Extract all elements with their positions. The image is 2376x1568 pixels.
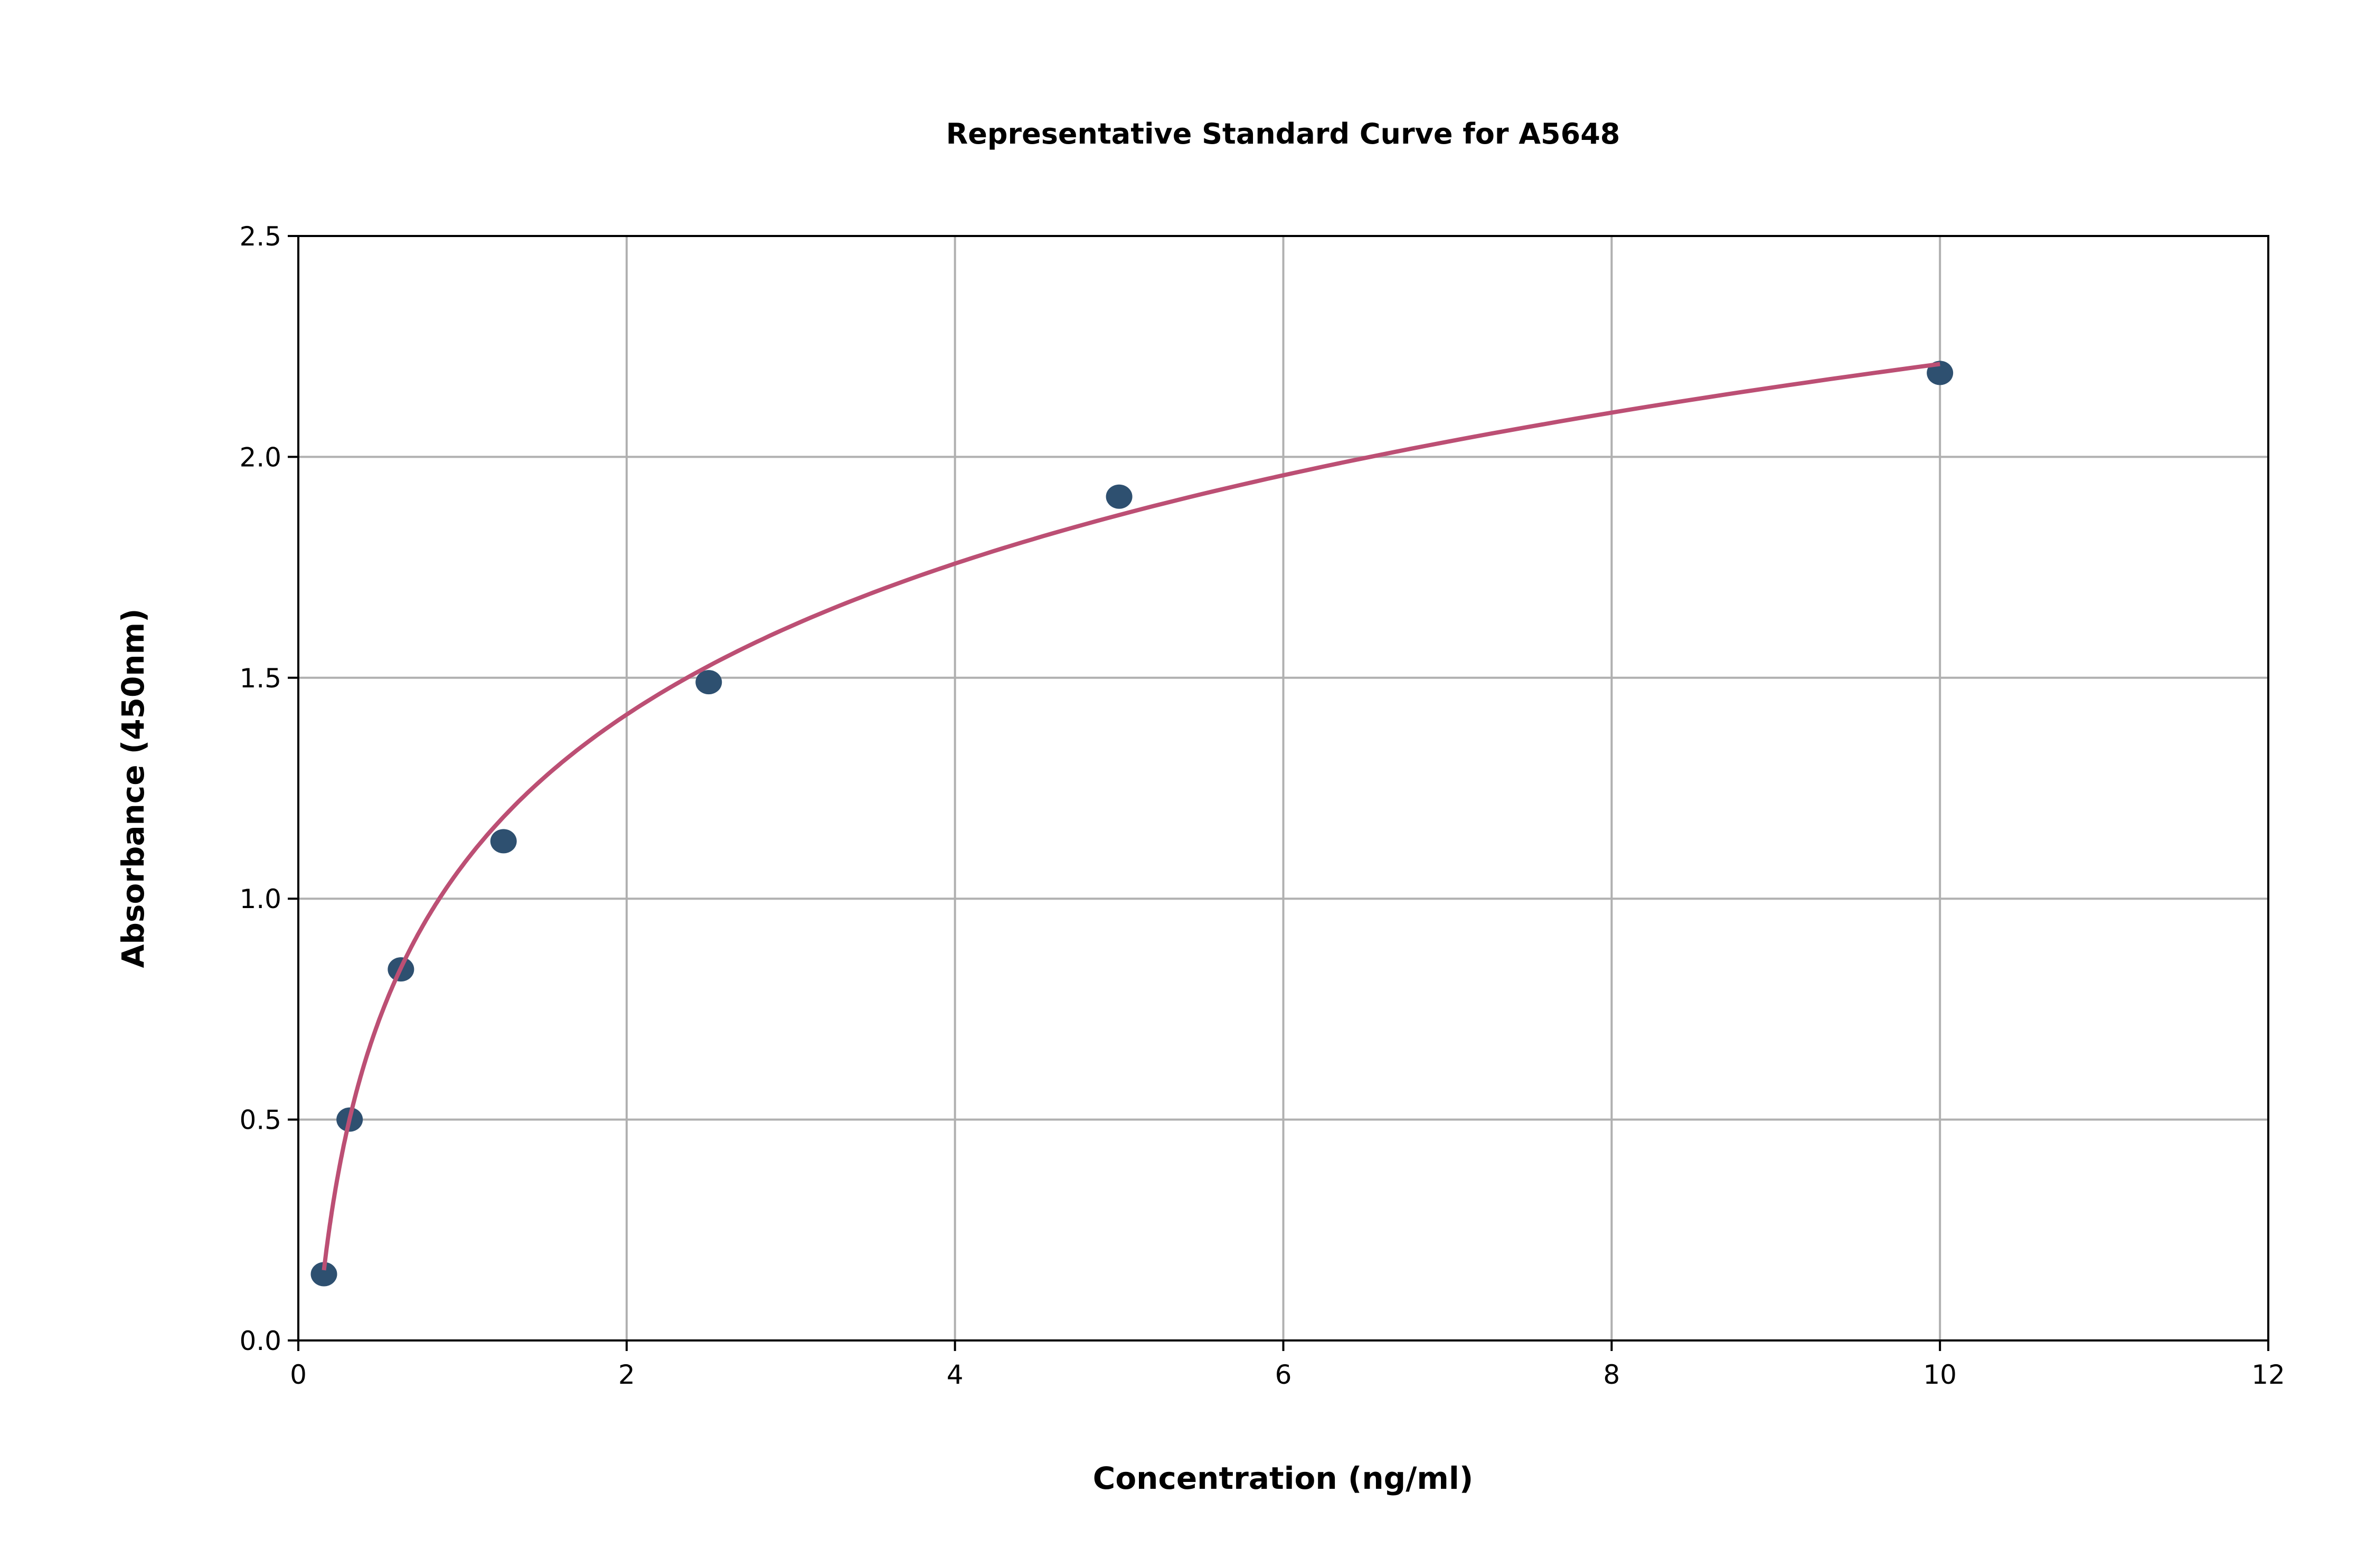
y-tick-label: 0.0 bbox=[239, 1326, 281, 1356]
y-tick-label: 0.5 bbox=[239, 1105, 281, 1136]
fit-curve bbox=[322, 362, 1940, 1271]
y-tick-label: 2.0 bbox=[239, 442, 281, 473]
fit-curve-group bbox=[322, 362, 1940, 1271]
x-tick-label: 4 bbox=[947, 1359, 964, 1390]
data-point bbox=[1106, 484, 1133, 509]
chart-title: Representative Standard Curve for A5648 bbox=[946, 117, 1620, 150]
x-tick-label: 6 bbox=[1275, 1359, 1292, 1390]
x-tick-label: 10 bbox=[1923, 1359, 1957, 1390]
x-tick-label: 0 bbox=[290, 1359, 307, 1390]
x-tick-label: 12 bbox=[2251, 1359, 2285, 1390]
y-axis-label: Absorbance (450nm) bbox=[115, 608, 151, 968]
grid bbox=[297, 235, 2269, 1342]
x-axis-label: Concentration (ng/ml) bbox=[1093, 1460, 1473, 1496]
x-tick-label: 8 bbox=[1603, 1359, 1620, 1390]
x-tick-label: 2 bbox=[618, 1359, 635, 1390]
y-tick-label: 1.5 bbox=[239, 663, 281, 694]
data-point bbox=[695, 670, 722, 695]
data-points bbox=[310, 361, 1954, 1287]
y-tick-label: 1.0 bbox=[239, 884, 281, 914]
axis-ticks: 0 2 4 6 8 10 12 0.0 0.5 1.0 1.5 2.0 2.5 bbox=[239, 221, 2285, 1390]
y-tick-label: 2.5 bbox=[239, 221, 281, 252]
data-point bbox=[490, 829, 517, 854]
data-point bbox=[310, 1262, 337, 1287]
